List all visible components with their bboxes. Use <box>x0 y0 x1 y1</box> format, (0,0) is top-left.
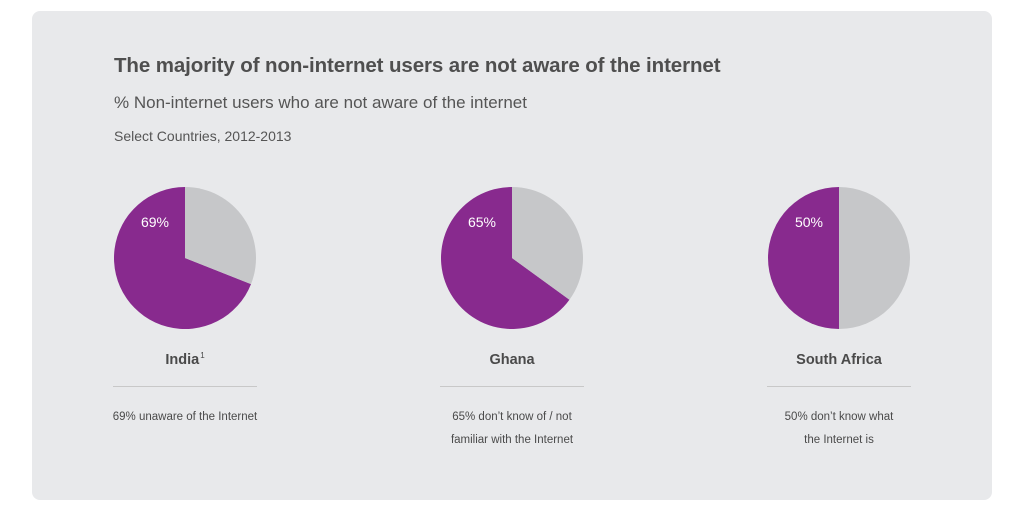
note-line: 65% don’t know of / not <box>452 411 572 423</box>
pie-india: 69% <box>113 187 256 329</box>
country-label-ghana: Ghana <box>489 352 535 368</box>
note-line: 69% unaware of the Internet <box>112 411 258 423</box>
divider <box>440 386 584 387</box>
pie-value-label: 69% <box>141 214 169 230</box>
chart-title: The majority of non-internet users are n… <box>114 54 721 77</box>
chart-subtitle: % Non-internet users who are not aware o… <box>114 93 527 112</box>
country-label-india: India1 <box>165 351 205 368</box>
note-line: 50% don’t know what <box>784 411 894 423</box>
note-line: familiar with the Internet <box>450 434 574 446</box>
pie-south-africa: 50% <box>768 187 910 329</box>
pie-value-label: 50% <box>795 214 823 230</box>
pie-slice-other <box>185 187 256 285</box>
note-india: 69% unaware of the Internet <box>65 406 305 429</box>
note-ghana: 65% don’t know of / not familiar with th… <box>392 406 632 452</box>
pie-slice-other <box>839 187 910 329</box>
footnote-marker: 1 <box>200 351 205 360</box>
pie-slice-other <box>512 187 583 300</box>
pie-slice-unaware <box>113 187 252 329</box>
chart-date-range: Select Countries, 2012-2013 <box>114 128 292 144</box>
pie-value-label: 65% <box>468 214 496 230</box>
note-south-africa: 50% don’t know what the Internet is <box>719 406 959 452</box>
country-label-south-africa: South Africa <box>796 352 882 368</box>
note-line: the Internet is <box>804 434 874 446</box>
divider <box>767 386 911 387</box>
divider <box>113 386 257 387</box>
pie-slice-unaware <box>768 187 839 329</box>
pie-slice-unaware <box>440 187 570 329</box>
pie-ghana: 65% <box>440 187 583 329</box>
